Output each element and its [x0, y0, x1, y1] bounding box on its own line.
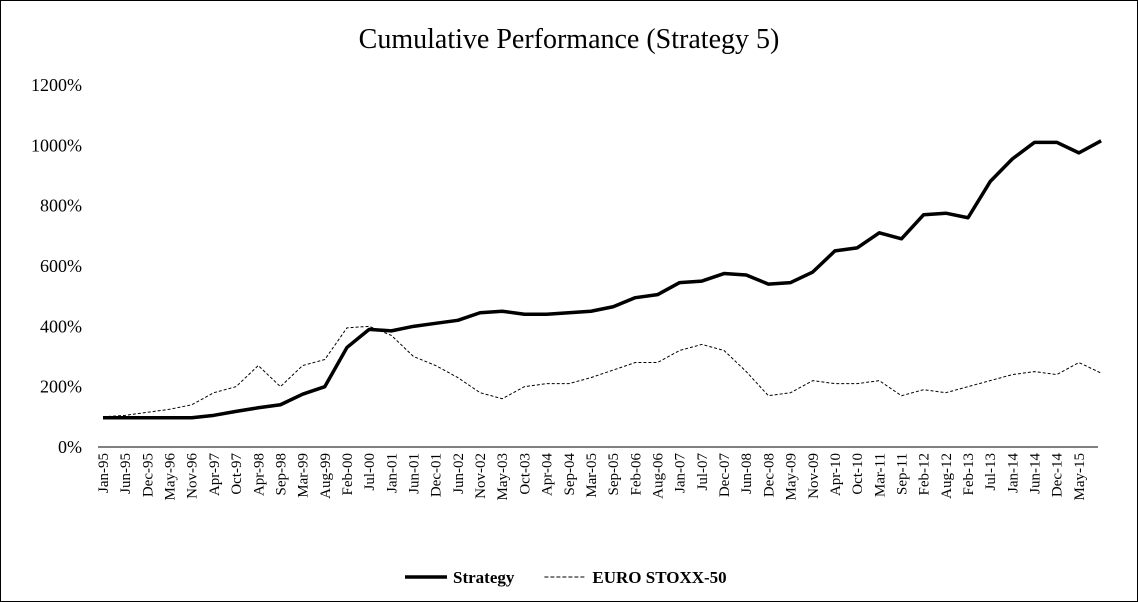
x-tick-label: Dec-95: [140, 453, 156, 497]
x-tick-label: Jan-14: [1005, 453, 1021, 493]
x-tick-label: Apr-10: [828, 453, 844, 496]
x-tick-label: Jun-14: [1028, 453, 1044, 494]
x-tick-label: Dec-08: [761, 453, 777, 497]
x-tick-label: Sep-04: [562, 453, 578, 496]
x-tick-label: Sep-98: [273, 453, 289, 496]
x-tick-label: Mar-05: [584, 453, 600, 498]
x-tick-label: Feb-13: [961, 453, 977, 496]
x-tick-label: Apr-98: [251, 453, 267, 496]
y-tick-label: 600%: [40, 256, 82, 276]
x-tick-label: Nov-09: [806, 453, 822, 499]
x-tick-label: Apr-97: [207, 453, 223, 497]
x-tick-label: Jul-13: [983, 453, 999, 491]
x-tick-label: Mar-99: [296, 453, 312, 498]
y-tick-label: 1000%: [31, 135, 82, 155]
x-tick-label: Feb-12: [917, 453, 933, 496]
x-tick-label: Jan-07: [673, 453, 689, 493]
x-tick-label: Aug-12: [939, 453, 955, 499]
x-tick-label: May-15: [1072, 453, 1088, 501]
x-tick-label: May-03: [495, 453, 511, 501]
x-tick-label: Oct-03: [517, 453, 533, 495]
x-tick-label: Mar-11: [872, 453, 888, 497]
series-line: [102, 325, 1102, 418]
x-tick-label: Jul-07: [695, 453, 711, 491]
x-tick-label: Aug-06: [651, 453, 667, 499]
chart-title: Cumulative Performance (Strategy 5): [359, 24, 780, 55]
x-tick-label: Feb-00: [340, 453, 356, 496]
x-tick-label: Feb-06: [628, 453, 644, 496]
x-tick-label: Nov-96: [185, 453, 201, 499]
y-tick-label: 200%: [40, 377, 82, 397]
x-tick-label: Apr-04: [540, 453, 556, 497]
x-tick-label: Nov-02: [473, 453, 489, 499]
x-tick-label: Jan-95: [96, 453, 112, 493]
y-tick-label: 800%: [40, 196, 82, 216]
legend-label: EURO STOXX-50: [592, 568, 726, 587]
x-tick-label: Sep-11: [894, 453, 910, 495]
x-tick-label: Dec-07: [717, 453, 733, 498]
y-tick-label: 1200%: [31, 75, 82, 95]
x-tick-label: Jun-01: [407, 453, 423, 494]
y-tick-label: 0%: [58, 437, 82, 457]
x-tick-label: Jun-95: [118, 453, 134, 494]
y-tick-label: 400%: [40, 316, 82, 336]
x-tick-label: May-96: [163, 453, 179, 501]
x-tick-label: Aug-99: [318, 453, 334, 499]
x-tick-label: Sep-05: [606, 453, 622, 496]
x-tick-label: Jul-00: [362, 453, 378, 491]
series-line: [103, 139, 1102, 420]
x-tick-label: Oct-10: [850, 453, 866, 495]
x-tick-label: Jan-01: [384, 453, 400, 493]
x-tick-label: Oct-97: [229, 453, 245, 495]
legend-label: Strategy: [453, 568, 515, 587]
x-tick-label: May-09: [784, 453, 800, 501]
x-tick-label: Dec-14: [1050, 453, 1066, 498]
x-tick-label: Dec-01: [429, 453, 445, 497]
x-tick-label: Jun-08: [739, 453, 755, 494]
x-tick-label: Jun-02: [451, 453, 467, 494]
